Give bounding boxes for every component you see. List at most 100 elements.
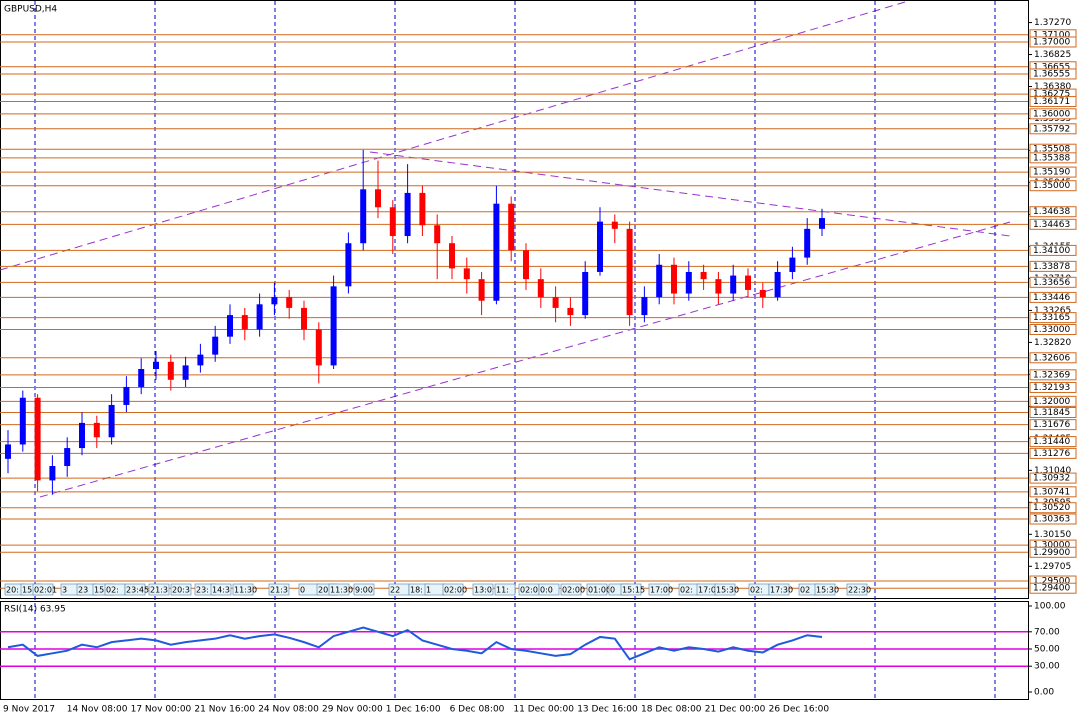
candle-body: [227, 315, 233, 337]
rsi-tick-label: 70.00: [1034, 627, 1060, 637]
level-label: 1.33165: [1033, 313, 1070, 323]
y-tick-label: 1.36825: [1034, 50, 1071, 60]
level-label: 1.31440: [1033, 437, 1070, 447]
time-tag-box: [560, 583, 582, 596]
time-tag-box: [210, 583, 232, 596]
candle-body: [315, 329, 322, 366]
candle-body: [730, 275, 737, 294]
x-tick-label: 17 Nov 00:00: [131, 705, 192, 715]
candle-body: [478, 279, 485, 301]
y-tick-label: 1.29705: [1034, 562, 1071, 572]
candle-body: [567, 307, 574, 316]
candle-body: [597, 221, 603, 272]
time-tag: 01:00: [588, 586, 611, 595]
time-tag-box: [648, 583, 670, 596]
level-label: 1.35508: [1033, 145, 1070, 155]
time-tag-box: [353, 583, 375, 596]
candle-body: [789, 257, 796, 272]
candle-body: [523, 250, 529, 280]
time-tag: 21:3: [270, 586, 288, 595]
time-tag: 15:15: [622, 586, 645, 595]
y-tick-label: 1.30150: [1034, 530, 1071, 540]
candle-body: [463, 268, 470, 280]
candle-body: [685, 271, 692, 294]
level-label-box: [1029, 36, 1077, 48]
level-label: 1.33878: [1033, 262, 1070, 272]
level-label-box: [1029, 436, 1077, 448]
level-label-box: [1029, 323, 1077, 335]
candle-body: [552, 297, 559, 308]
level-label: 1.32369: [1033, 370, 1070, 380]
level-label-box: [1029, 502, 1077, 514]
level-label: 1.35000: [1033, 181, 1070, 191]
level-label: 1.37000: [1033, 37, 1070, 47]
level-label-box: [1029, 582, 1077, 594]
time-tag: 11:: [496, 586, 509, 595]
time-tag-box: [32, 583, 54, 596]
level-label: 1.32193: [1033, 383, 1070, 393]
candle-body: [197, 354, 204, 366]
candle-body: [745, 275, 751, 290]
time-tag-box: [846, 583, 868, 596]
time-tag: 21:3: [150, 586, 168, 595]
candle-body: [434, 225, 441, 244]
candle-body: [49, 466, 56, 481]
time-tag: 20:3: [172, 586, 190, 595]
level-label-box: [1029, 406, 1077, 418]
level-label: 1.34100: [1033, 246, 1070, 256]
time-tag: 23:: [196, 586, 209, 595]
time-tag-box: [268, 583, 290, 596]
y-tick-label: 1.37270: [1034, 18, 1071, 28]
level-label: 1.29400: [1033, 584, 1070, 594]
candle-body: [123, 386, 130, 405]
time-tag: 02: [800, 586, 810, 595]
candle-body: [656, 264, 663, 298]
candle-body: [271, 297, 278, 305]
level-label-box: [1029, 447, 1077, 459]
x-tick-label: 29 Nov 00:00: [322, 705, 383, 715]
level-label-box: [1029, 108, 1077, 120]
candle-body: [153, 361, 159, 369]
time-tag: 02:: [750, 586, 763, 595]
y-tick-label: 1.31040: [1034, 466, 1071, 476]
time-tag: 02:: [680, 586, 693, 595]
candle-body: [715, 279, 722, 294]
time-tag: 0:0: [540, 586, 553, 595]
candle-body: [182, 365, 189, 380]
level-label: 1.29500: [1033, 577, 1070, 587]
x-tick-label: 21 Dec 00:00: [705, 705, 766, 715]
candle-body: [419, 192, 426, 226]
candle-body: [212, 336, 219, 355]
candle-body: [330, 286, 337, 366]
time-tag: 02:00: [562, 586, 585, 595]
level-label: 1.32000: [1033, 397, 1070, 407]
x-tick-label: 18 Dec 08:00: [641, 705, 702, 715]
level-label-box: [1029, 276, 1077, 288]
time-tag-box: [442, 583, 464, 596]
level-label-box: [1029, 352, 1077, 364]
time-tag-box: [814, 583, 836, 596]
level-label-box: [1029, 513, 1077, 525]
candle-body: [19, 397, 26, 445]
rsi-panel: [0, 601, 1029, 700]
level-label-box: [1029, 395, 1077, 407]
level-label: 1.35388: [1033, 153, 1070, 163]
level-label-box: [1029, 381, 1077, 393]
candle-body: [759, 289, 766, 298]
time-tag: 02:: [106, 586, 119, 595]
time-tag: 1: [426, 586, 431, 595]
candle-body: [671, 264, 677, 294]
level-label: 1.34463: [1033, 220, 1070, 230]
time-tag: 15: [94, 586, 104, 595]
time-tag: 11:30: [234, 586, 257, 595]
candle-body: [641, 297, 648, 316]
time-tag-box: [328, 583, 350, 596]
x-tick-label: 24 Nov 08:00: [258, 705, 319, 715]
candle-body: [774, 271, 781, 298]
time-tag: 20: [318, 586, 328, 595]
y-tick-label: 1.36380: [1034, 82, 1071, 92]
level-label-box: [1029, 218, 1077, 230]
candle-body: [537, 279, 544, 298]
level-label-box: [1029, 486, 1077, 498]
